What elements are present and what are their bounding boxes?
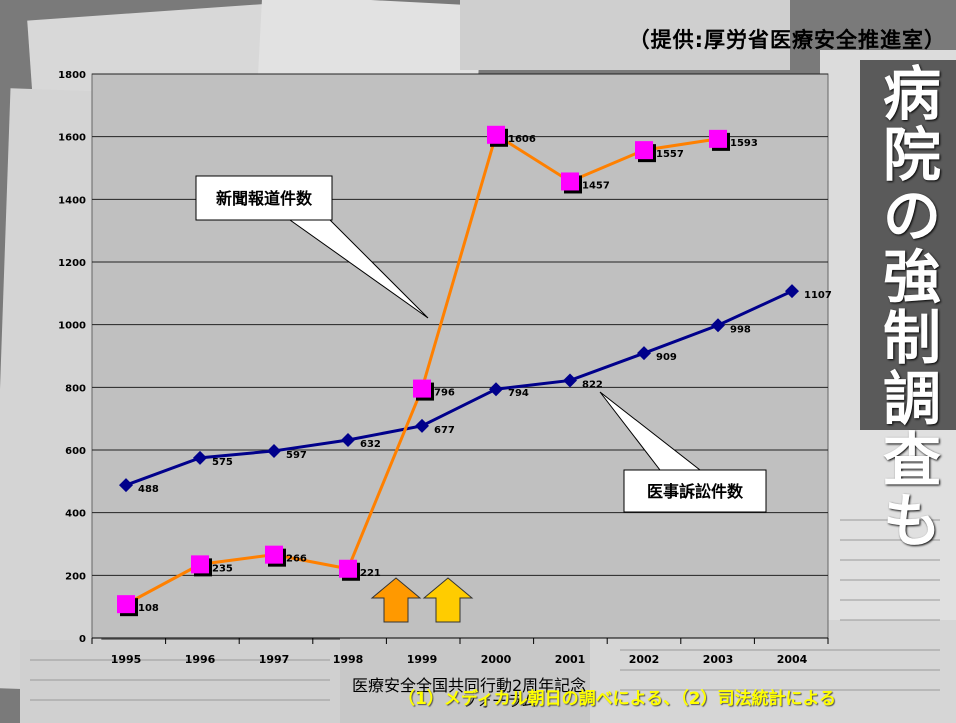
- x-tick-label: 2000: [481, 653, 512, 666]
- suit-data-label: 488: [138, 484, 159, 495]
- suit-data-label: 677: [434, 425, 455, 436]
- news-point: [635, 141, 653, 160]
- suit-data-label: 794: [508, 388, 529, 399]
- source-credit: （提供:厚労省医療安全推進室）: [628, 28, 946, 52]
- suit-point: [341, 432, 355, 447]
- news-data-label: 221: [360, 568, 381, 579]
- background-headline: 病院の強制調査も: [882, 60, 941, 555]
- suit-point: [119, 478, 133, 493]
- x-tick-label: 1999: [407, 653, 438, 666]
- news-callout-box: [195, 175, 333, 221]
- suit-series-line: [125, 289, 793, 487]
- news-point: [561, 172, 579, 191]
- footer-event-title: 医療安全全国共同行動2周年記念: [352, 676, 587, 695]
- suit-point: [711, 318, 725, 333]
- x-tick-label: 1998: [333, 653, 364, 666]
- indicator-arrow: [422, 577, 474, 623]
- news-point: [339, 559, 357, 578]
- suit-data-label: 575: [212, 457, 233, 468]
- suit-point: [193, 450, 207, 465]
- suit-callout-box: [623, 469, 767, 513]
- suit-point: [785, 284, 799, 299]
- suit-point: [267, 443, 281, 458]
- y-tick-label: 1200: [58, 258, 86, 269]
- suit-data-label: 998: [730, 324, 751, 335]
- x-tick-label: 2003: [703, 653, 734, 666]
- suit-data-label: 597: [286, 450, 307, 461]
- suit-callout-label: 医事訴訟件数: [647, 482, 744, 501]
- y-tick-label: 1400: [58, 195, 86, 206]
- news-data-label: 1606: [508, 134, 536, 145]
- news-point: [709, 129, 727, 148]
- suit-data-label: 1107: [804, 290, 832, 301]
- news-data-label: 796: [434, 388, 455, 399]
- news-data-label: 1557: [656, 149, 684, 160]
- news-data-label: 108: [138, 603, 159, 614]
- suit-data-label: 909: [656, 352, 677, 363]
- data-source-note: （1）メディカル朝日の調べによる、（2）司法統計による: [398, 689, 836, 709]
- suit-data-label: 632: [360, 439, 381, 450]
- news-callout-label: 新聞報道件数: [216, 189, 313, 208]
- y-tick-label: 0: [79, 634, 86, 645]
- news-data-label: 1457: [582, 180, 610, 191]
- x-tick-label: 2004: [777, 653, 808, 666]
- x-tick-label: 2001: [555, 653, 586, 666]
- y-tick-label: 1000: [58, 321, 86, 332]
- suit-data-label: 822: [582, 379, 603, 390]
- x-tick-label: 2002: [629, 653, 660, 666]
- news-point: [487, 125, 505, 144]
- suit-point: [637, 346, 651, 361]
- news-point: [191, 555, 209, 574]
- news-data-label: 266: [286, 554, 307, 565]
- y-tick-label: 800: [65, 383, 86, 394]
- suit-point: [563, 373, 577, 388]
- suit-point: [489, 382, 503, 397]
- news-data-label: 1593: [730, 138, 758, 149]
- y-tick-label: 1800: [58, 70, 86, 81]
- suit-point: [415, 418, 429, 433]
- plot-area: [91, 73, 829, 639]
- y-tick-label: 1600: [58, 133, 86, 144]
- news-point: [413, 379, 431, 398]
- news-point: [117, 595, 135, 614]
- y-tick-label: 600: [65, 446, 86, 457]
- x-tick-label: 1997: [259, 653, 290, 666]
- x-tick-label: 1996: [185, 653, 216, 666]
- y-tick-label: 400: [65, 509, 86, 520]
- news-data-label: 235: [212, 563, 233, 574]
- x-tick-label: 1995: [111, 653, 142, 666]
- indicator-arrow: [370, 577, 422, 623]
- footer-event-subtitle: フォーラム: [462, 692, 537, 710]
- news-point: [265, 545, 283, 564]
- y-tick-label: 200: [65, 571, 86, 582]
